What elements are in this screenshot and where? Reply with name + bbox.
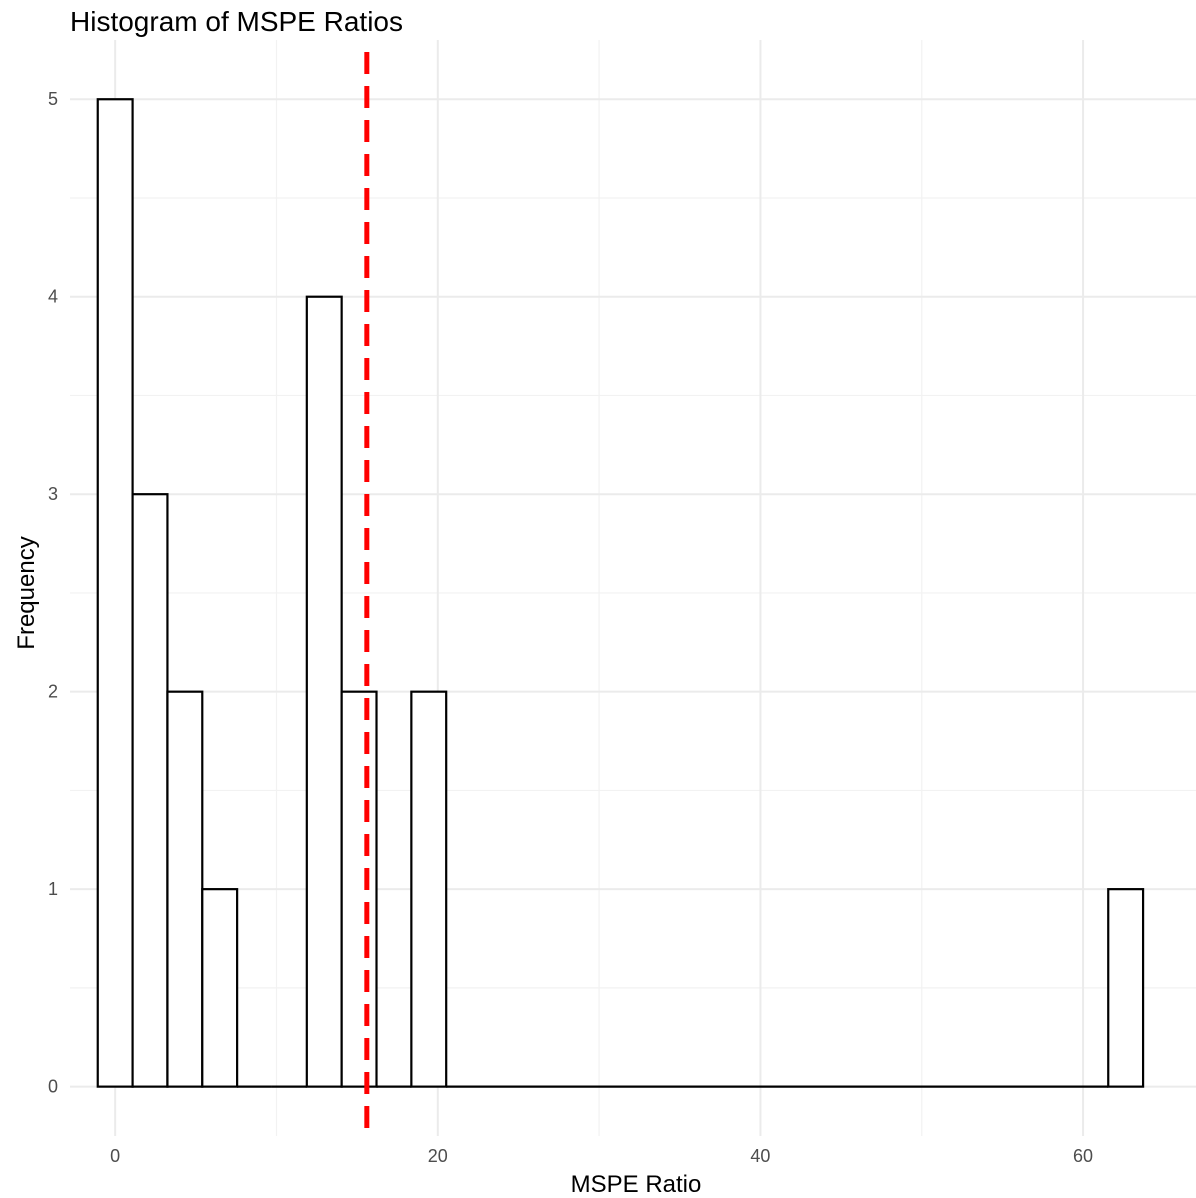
x-tick-label: 40: [750, 1146, 770, 1166]
y-tick-label: 2: [48, 682, 58, 702]
y-tick-label: 3: [48, 484, 58, 504]
y-tick-label: 4: [48, 287, 58, 307]
grid: [70, 40, 1196, 1136]
histogram-bars: [96, 98, 1145, 1088]
y-tick-label: 5: [48, 89, 58, 109]
x-axis-ticks: 0 20 40 60: [110, 1146, 1093, 1166]
x-axis-title: MSPE Ratio: [571, 1171, 702, 1198]
histogram-bar: [201, 888, 239, 1088]
histogram-bar: [96, 98, 134, 1088]
histogram-bar: [410, 690, 448, 1088]
y-axis-title: Frequency: [13, 536, 40, 649]
chart-title: Histogram of MSPE Ratios: [70, 6, 403, 37]
histogram-bar: [340, 690, 378, 1088]
histogram-bar: [1107, 888, 1145, 1088]
histogram-bar: [131, 493, 169, 1088]
y-tick-label: 1: [48, 879, 58, 899]
x-tick-label: 60: [1073, 1146, 1093, 1166]
histogram-bar: [305, 295, 343, 1088]
y-tick-label: 0: [48, 1077, 58, 1097]
histogram-bar: [166, 690, 204, 1088]
x-tick-label: 0: [110, 1146, 120, 1166]
y-axis-ticks: 0 1 2 3 4 5: [48, 89, 58, 1096]
x-tick-label: 20: [428, 1146, 448, 1166]
